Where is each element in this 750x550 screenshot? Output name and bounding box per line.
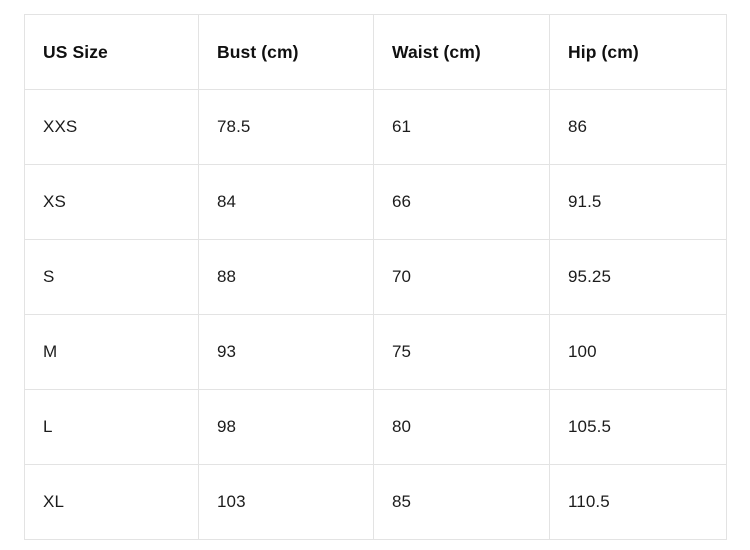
table-row: M 93 75 100: [24, 314, 727, 390]
column-header-waist: Waist (cm): [373, 14, 550, 90]
cell-hip: 91.5: [549, 164, 727, 240]
cell-waist: 80: [373, 389, 550, 465]
cell-hip: 100: [549, 314, 727, 390]
table-header-row: US Size Bust (cm) Waist (cm) Hip (cm): [24, 14, 727, 90]
cell-bust: 84: [198, 164, 374, 240]
cell-us-size: XXS: [24, 89, 199, 165]
cell-hip: 86: [549, 89, 727, 165]
cell-us-size: M: [24, 314, 199, 390]
cell-hip: 110.5: [549, 464, 727, 540]
cell-bust: 93: [198, 314, 374, 390]
table-header: US Size Bust (cm) Waist (cm) Hip (cm): [24, 14, 727, 90]
column-header-bust: Bust (cm): [198, 14, 374, 90]
cell-waist: 61: [373, 89, 550, 165]
cell-waist: 66: [373, 164, 550, 240]
table-row: XXS 78.5 61 86: [24, 89, 727, 165]
cell-us-size: S: [24, 239, 199, 315]
cell-waist: 70: [373, 239, 550, 315]
table-row: XS 84 66 91.5: [24, 164, 727, 240]
cell-bust: 78.5: [198, 89, 374, 165]
cell-hip: 105.5: [549, 389, 727, 465]
cell-hip: 95.25: [549, 239, 727, 315]
table-row: L 98 80 105.5: [24, 389, 727, 465]
column-header-us-size: US Size: [24, 14, 199, 90]
cell-us-size: XL: [24, 464, 199, 540]
cell-bust: 98: [198, 389, 374, 465]
table-row: XL 103 85 110.5: [24, 464, 727, 540]
column-header-hip: Hip (cm): [549, 14, 727, 90]
cell-waist: 85: [373, 464, 550, 540]
cell-us-size: L: [24, 389, 199, 465]
cell-bust: 88: [198, 239, 374, 315]
table-row: S 88 70 95.25: [24, 239, 727, 315]
table-body: XXS 78.5 61 86 XS 84 66 91.5 S 88 70 95.…: [24, 89, 727, 540]
cell-us-size: XS: [24, 164, 199, 240]
size-chart-table: US Size Bust (cm) Waist (cm) Hip (cm) XX…: [24, 14, 727, 540]
cell-waist: 75: [373, 314, 550, 390]
size-chart-container: US Size Bust (cm) Waist (cm) Hip (cm) XX…: [24, 14, 727, 540]
cell-bust: 103: [198, 464, 374, 540]
